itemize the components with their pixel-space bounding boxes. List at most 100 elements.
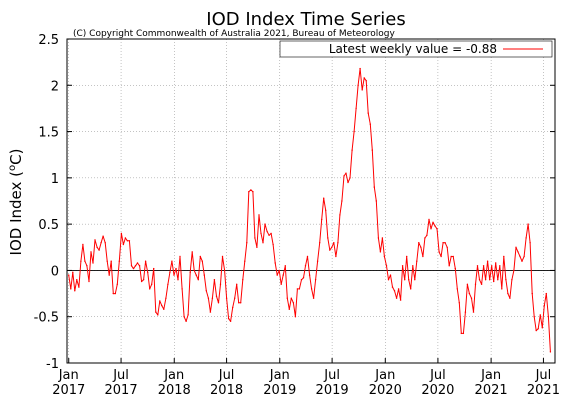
data-point [537,328,539,330]
data-point [240,302,242,304]
data-point [136,262,139,264]
data-point [541,327,543,329]
data-point [373,186,375,188]
y-axis-label-degree: o [7,165,18,171]
x-tick-label-year: 2021 [527,383,560,398]
x-tick-label-month: Jul [112,368,129,383]
x-tick-label-month: Jul [218,368,235,383]
data-point [276,274,278,276]
data-point [120,232,123,235]
data-point [422,255,424,258]
data-point [517,251,519,253]
data-point [480,283,483,285]
data-point [248,191,250,193]
data-point [484,279,487,281]
data-point [339,214,341,216]
data-point [298,288,301,290]
data-point [327,237,329,239]
data-point [310,288,313,290]
data-point [385,265,388,267]
data-point [442,242,444,244]
grid-lines [67,39,555,363]
legend: Latest weekly value = -0.88 [279,40,553,58]
data-point [86,265,88,267]
data-point [153,267,155,270]
data-point [292,302,295,304]
data-point [157,314,159,316]
data-point [476,265,479,267]
data-point [185,320,187,322]
data-point [106,260,108,262]
data-point [401,265,404,267]
data-point [163,308,165,310]
data-point [90,251,92,253]
tick-marks [67,38,555,364]
data-point [116,283,119,285]
data-point [140,280,143,283]
x-tick-label-month: Jul [429,368,446,383]
x-tick-label-month: Jul [323,368,340,383]
data-point [355,107,357,110]
data-point [367,112,369,114]
data-point [268,234,270,236]
data-point [509,297,511,299]
data-point [515,246,517,248]
data-point [543,304,545,307]
data-point [535,329,537,332]
data-point [452,255,454,258]
data-point [414,279,416,281]
data-point [333,242,335,244]
y-tick-label: -0.5 [34,311,59,326]
data-point [335,255,337,258]
data-point [211,297,214,299]
data-point [381,237,384,239]
data-point [547,316,550,318]
data-point [458,302,460,304]
data-point [102,235,104,237]
y-tick-label: 1.5 [38,126,59,141]
data-point [416,260,418,262]
data-point [223,269,226,272]
data-point [406,255,408,258]
data-point [130,265,133,267]
data-point [227,317,230,320]
data-point [391,286,394,288]
x-tick-label-year: 2017 [52,383,85,398]
data-point [365,80,367,82]
data-point [72,271,74,273]
data-point [497,279,499,281]
data-point [523,255,525,258]
data-point [387,279,390,281]
data-point [533,316,535,318]
y-tick-label: 0 [51,264,59,279]
data-point [399,299,402,301]
data-point [191,251,193,253]
x-tick-label-month: Jan [374,368,395,383]
x-tick-label-year: 2017 [105,383,138,398]
data-point [250,189,252,191]
data-point [126,240,129,242]
data-point [499,265,501,267]
data-point [167,283,169,285]
data-point [284,265,286,267]
data-point [207,297,210,299]
data-point [379,251,382,253]
data-point [412,265,414,267]
chart-title: IOD Index Time Series [206,9,405,30]
data-point [302,277,305,279]
data-point [294,316,297,318]
data-point [470,297,473,299]
legend-label: Latest weekly value = -0.88 [329,42,497,56]
data-point [549,351,552,353]
data-point [201,260,203,262]
data-point [246,242,248,244]
data-point [325,209,327,211]
data-point [436,228,438,230]
data-point [316,260,319,262]
data-point [262,242,264,244]
data-point [68,274,70,276]
data-point [428,218,430,221]
x-tick-label-year: 2018 [210,383,243,398]
y-axis-label: IOD Index (oC) [7,149,25,256]
data-point [450,255,452,258]
